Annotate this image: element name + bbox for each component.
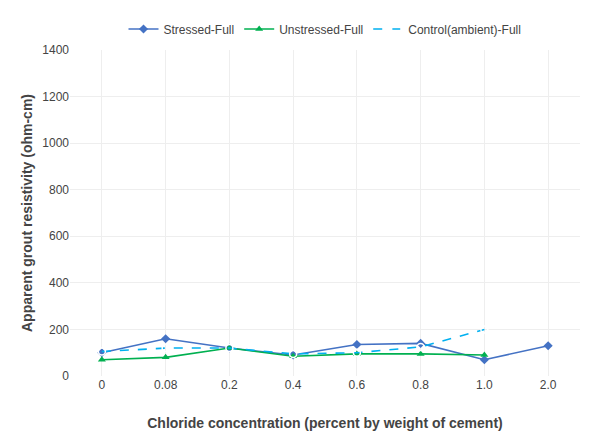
svg-text:Stressed-Full: Stressed-Full [164, 23, 235, 37]
svg-text:Apparent grout resistivity (oh: Apparent grout resistivity (ohm-cm) [19, 94, 35, 332]
svg-text:0.8: 0.8 [412, 378, 429, 392]
svg-text:1000: 1000 [42, 136, 69, 150]
svg-text:1.0: 1.0 [476, 378, 493, 392]
svg-text:Control(ambient)-Full: Control(ambient)-Full [408, 23, 521, 37]
svg-text:0.2: 0.2 [221, 378, 238, 392]
svg-text:0.08: 0.08 [154, 378, 178, 392]
svg-text:1200: 1200 [42, 90, 69, 104]
svg-text:400: 400 [49, 276, 69, 290]
svg-text:600: 600 [49, 229, 69, 243]
svg-text:0.4: 0.4 [285, 378, 302, 392]
svg-text:800: 800 [49, 183, 69, 197]
svg-text:0: 0 [62, 369, 69, 383]
svg-text:0.6: 0.6 [349, 378, 366, 392]
svg-text:2.0: 2.0 [540, 378, 557, 392]
svg-text:0: 0 [99, 378, 106, 392]
svg-text:Unstressed-Full: Unstressed-Full [279, 23, 363, 37]
svg-text:Chloride concentration (percen: Chloride concentration (percent by weigh… [147, 415, 502, 431]
svg-text:200: 200 [49, 323, 69, 337]
svg-text:1400: 1400 [42, 43, 69, 57]
